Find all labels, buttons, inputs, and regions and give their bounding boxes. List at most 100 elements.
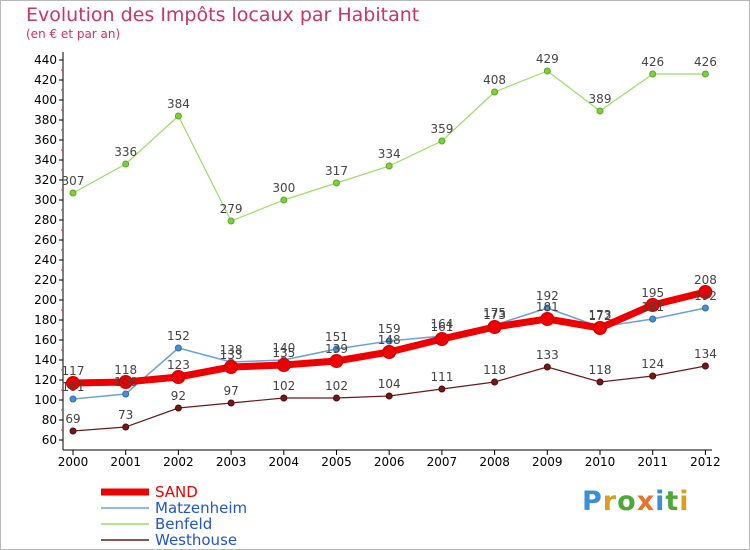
logo-letter: t [665, 486, 680, 517]
point-sand [224, 360, 239, 374]
y-tick-label: 400 [34, 93, 57, 107]
y-tick-label: 120 [34, 373, 57, 387]
point-westhouse [69, 427, 77, 435]
point-sand [171, 370, 186, 384]
point-matzenheim [174, 344, 182, 352]
point-westhouse [491, 378, 499, 386]
y-tick-label: 420 [34, 73, 57, 87]
logo-letter: P [582, 486, 603, 517]
data-label-sand: 133 [220, 348, 243, 362]
data-label-benfeld: 359 [430, 122, 453, 136]
point-westhouse [543, 363, 551, 371]
point-matzenheim [69, 395, 77, 403]
data-label-westhouse: 97 [223, 384, 238, 398]
point-benfeld [491, 88, 499, 96]
point-westhouse [438, 385, 446, 393]
y-tick-label: 60 [42, 433, 57, 447]
x-tick-label: 2006 [374, 455, 405, 469]
point-sand [329, 354, 344, 368]
point-benfeld [701, 70, 709, 78]
y-tick-label: 360 [34, 133, 57, 147]
data-label-matzenheim: 152 [167, 329, 190, 343]
data-label-benfeld: 300 [272, 181, 295, 195]
data-label-westhouse: 133 [536, 348, 559, 362]
data-label-matzenheim: 192 [536, 289, 559, 303]
data-label-sand: 135 [272, 346, 295, 360]
y-tick-label: 100 [34, 393, 57, 407]
data-label-matzenheim: 192 [694, 289, 717, 303]
data-label-westhouse: 134 [694, 347, 717, 361]
legend-label-matzenheim: Matzenheim [155, 499, 248, 517]
point-matzenheim [649, 315, 657, 323]
data-label-benfeld: 429 [536, 52, 559, 66]
point-matzenheim [543, 304, 551, 312]
data-label-sand: 139 [325, 342, 348, 356]
data-label-matzenheim: 151 [325, 330, 348, 344]
point-sand [593, 321, 607, 335]
legend-label-sand: SAND [155, 483, 198, 501]
data-label-westhouse: 102 [325, 379, 348, 393]
data-label-westhouse: 102 [272, 379, 295, 393]
point-benfeld [385, 162, 393, 170]
y-tick-label: 200 [34, 293, 57, 307]
y-tick-label: 240 [34, 253, 57, 267]
x-tick-label: 2001 [110, 455, 141, 469]
data-label-benfeld: 334 [378, 147, 401, 161]
data-label-benfeld: 389 [589, 92, 612, 106]
logo-letter: o [617, 486, 637, 517]
data-label-benfeld: 307 [62, 174, 85, 188]
data-label-matzenheim: 164 [430, 317, 453, 331]
point-westhouse [280, 394, 288, 402]
x-tick-label: 2012 [690, 455, 721, 469]
x-tick-label: 2009 [532, 455, 563, 469]
x-tick-label: 2004 [269, 455, 300, 469]
y-tick-label: 160 [34, 333, 57, 347]
data-label-matzenheim: 173 [589, 308, 612, 322]
data-label-westhouse: 92 [171, 389, 186, 403]
data-label-sand: 123 [167, 358, 190, 372]
y-tick-label: 300 [34, 193, 57, 207]
data-label-sand: 161 [430, 320, 453, 334]
logo-letter: r [602, 486, 618, 517]
point-westhouse [385, 392, 393, 400]
logo-letter: i [655, 486, 666, 517]
data-label-matzenheim: 181 [641, 300, 664, 314]
point-sand [66, 376, 80, 390]
point-westhouse [333, 394, 340, 402]
data-label-benfeld: 426 [694, 55, 717, 69]
data-label-benfeld: 384 [167, 97, 190, 111]
data-label-westhouse: 104 [378, 377, 401, 391]
data-label-westhouse: 118 [589, 363, 612, 377]
point-benfeld [649, 70, 657, 78]
point-sand [382, 345, 397, 359]
point-westhouse [122, 423, 130, 431]
data-label-sand: 148 [378, 333, 401, 347]
data-label-westhouse: 124 [641, 357, 664, 371]
y-tick-label: 320 [34, 173, 57, 187]
legend-swatch-benfeld [101, 523, 149, 525]
proxiti-logo: Proxiti [582, 486, 690, 517]
point-benfeld [543, 67, 551, 75]
x-tick-label: 2007 [427, 455, 458, 469]
y-tick-label: 380 [34, 113, 57, 127]
x-tick-label: 2008 [479, 455, 510, 469]
data-label-benfeld: 336 [114, 145, 137, 159]
data-label-benfeld: 426 [641, 55, 664, 69]
data-label-benfeld: 408 [483, 73, 506, 87]
legend-swatch-matzenheim [101, 507, 149, 509]
point-benfeld [333, 179, 340, 187]
data-label-sand: 173 [483, 308, 506, 322]
data-label-sand: 118 [114, 363, 137, 377]
data-label-matzenheim: 106 [114, 375, 137, 389]
y-tick-label: 280 [34, 213, 57, 227]
point-sand [487, 320, 502, 334]
point-benfeld [69, 189, 77, 197]
point-westhouse [227, 399, 235, 407]
x-tick-label: 2011 [637, 455, 668, 469]
data-label-matzenheim: 140 [272, 341, 295, 355]
y-tick-label: 80 [42, 413, 57, 427]
chart-subtitle: (en € et par an) [26, 27, 121, 41]
x-tick-label: 2003 [216, 455, 247, 469]
y-tick-label: 140 [34, 353, 57, 367]
